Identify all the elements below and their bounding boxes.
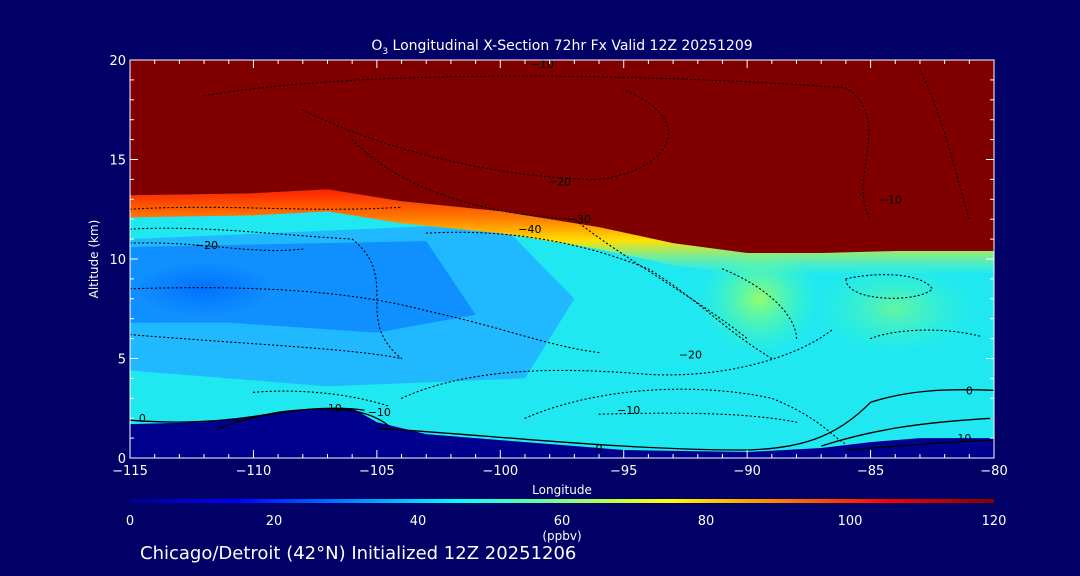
contour-label-3: −30 — [568, 213, 591, 226]
contour-label-10: 10 — [328, 402, 342, 415]
isoline-dotted-2 — [302, 89, 669, 180]
isoline-dotted-14 — [845, 274, 933, 299]
x-tick-label: −105 — [359, 464, 395, 479]
isoline-dotted-3 — [351, 139, 748, 340]
contour-label-7: −20 — [679, 349, 702, 362]
isoline-dotted-5 — [130, 206, 403, 210]
contour-label-9: 0 — [139, 412, 146, 425]
colorbar-tick-label: 80 — [698, 514, 715, 529]
isoline-dotted-10 — [400, 328, 835, 399]
y-tick-label: 10 — [109, 253, 126, 268]
colorbar-tick-label: 60 — [554, 514, 571, 529]
contour-label-6: −20 — [195, 239, 218, 252]
x-tick-label: −85 — [857, 464, 884, 479]
contour-label-2: −20 — [548, 175, 571, 188]
colorbar-strip — [130, 499, 994, 503]
isoline-solid-2 — [216, 407, 365, 431]
chart-title: O3 Longitudinal X-Section 72hr Fx Valid … — [371, 38, 752, 57]
x-tick-label: −80 — [980, 464, 1007, 479]
isoline-dotted-7 — [130, 242, 304, 252]
contour-label-14: 10 — [957, 432, 971, 445]
x-tick-label: −95 — [610, 464, 637, 479]
isoline-solid-5 — [845, 439, 994, 451]
x-tick-label: −110 — [236, 464, 272, 479]
y-tick-label: 5 — [118, 353, 126, 368]
colorbar-tick-label: 40 — [410, 514, 427, 529]
enhanced-ozone-region-east — [815, 263, 976, 354]
isoline-dotted-17 — [252, 390, 390, 407]
plot-area: −10 −20 −30 −40 −10 −20 −20 −10 0 10 −10 0 0 10 — [130, 58, 994, 458]
isoline-dotted-4 — [425, 231, 773, 360]
terrain-surface — [130, 408, 994, 458]
x-tick-label: −100 — [482, 464, 518, 479]
y-axis-label: Altitude (km) — [87, 220, 101, 299]
y-tick-label: 15 — [109, 154, 126, 169]
isoline-dotted-15 — [870, 329, 983, 340]
contour-lines: −10 −20 −30 −40 −10 −20 −20 −10 0 10 −10 0 0 10 — [130, 58, 994, 455]
contour-label-8: −10 — [617, 404, 640, 417]
contour-label-4: −40 — [518, 223, 541, 236]
contour-label-1: −10 — [531, 58, 554, 71]
x-tick-label: −90 — [733, 464, 760, 479]
tropopause-gradient-band — [130, 189, 994, 276]
stratosphere-high-ozone — [130, 60, 994, 254]
isoline-dotted-16 — [919, 69, 970, 220]
low-ozone-core — [134, 260, 275, 317]
colorbar-tick-label: 120 — [982, 514, 1007, 529]
contour-label-11: −10 — [368, 406, 391, 419]
colorbar-tick-label: 0 — [126, 514, 134, 529]
isoline-dotted-6 — [130, 227, 403, 360]
colorbar: (ppbv) 0 20 40 60 80 100 120 — [126, 499, 1007, 543]
isoline-solid-4 — [821, 417, 994, 447]
isoline-solid-3 — [376, 389, 994, 451]
contour-label-12: 0 — [596, 442, 603, 455]
isoline-solid-1 — [130, 408, 390, 427]
colorbar-tick-label: 100 — [838, 514, 863, 529]
colorbar-unit-label: (ppbv) — [542, 529, 581, 543]
colorbar-tick-label: 20 — [266, 514, 283, 529]
x-tick-label: −115 — [112, 464, 148, 479]
ozone-field — [130, 60, 994, 458]
y-tick-label: 0 — [118, 452, 126, 467]
footer-caption: Chicago/Detroit (42°N) Initialized 12Z 2… — [140, 543, 577, 564]
contour-label-13: 0 — [966, 384, 973, 397]
isoline-dotted-8 — [130, 287, 600, 354]
contour-label-5: −10 — [879, 193, 902, 206]
x-axis-label: Longitude — [532, 483, 592, 497]
y-tick-label: 20 — [109, 54, 126, 69]
isoline-dotted-9 — [130, 334, 403, 360]
